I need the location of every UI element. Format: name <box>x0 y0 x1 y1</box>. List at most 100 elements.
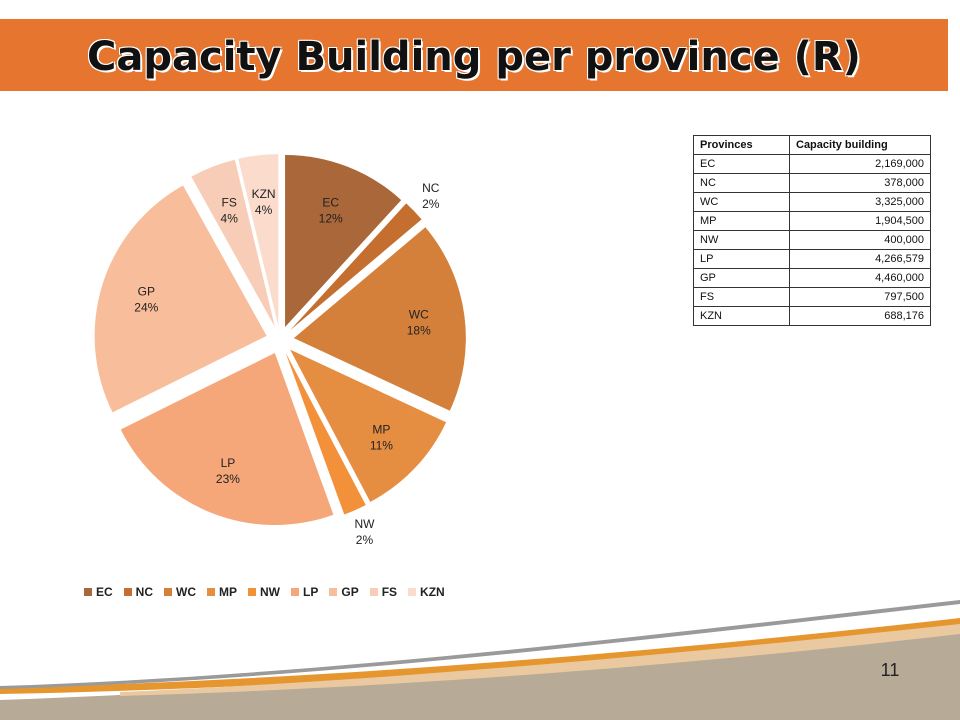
table-row: EC 2,169,000 <box>693 154 931 174</box>
table-row: MP 1,904,500 <box>693 211 931 231</box>
slice-label-mp: MP 11% <box>370 423 393 453</box>
slice-label-percent: 2% <box>422 197 440 211</box>
capacity-cell: 4,460,000 <box>789 268 931 288</box>
slice-label-percent: 2% <box>356 533 374 547</box>
legend-label: LP <box>303 585 319 599</box>
legend-item-mp: MP <box>207 585 237 599</box>
province-cell: KZN <box>693 306 790 326</box>
slice-label-category: NC <box>422 181 440 195</box>
legend-item-lp: LP <box>291 585 318 599</box>
capacity-table: Provinces Capacity building EC 2,169,000 N… <box>693 135 931 326</box>
slice-label-ec: EC 12% <box>319 196 343 226</box>
legend-item-nc: NC <box>123 585 154 599</box>
legend-label: NC <box>135 585 154 599</box>
swoosh-band-orange <box>0 618 960 694</box>
table-row: GP 4,460,000 <box>693 268 931 288</box>
province-cell: WC <box>693 192 790 212</box>
pie-slice-mp <box>290 349 447 502</box>
table-header-row: Provinces Capacity building <box>693 135 931 155</box>
pie-slice-kzn <box>238 154 279 327</box>
slice-label-nc: NC 2% <box>422 181 440 211</box>
province-cell: EC <box>693 154 790 174</box>
legend-swatch <box>291 588 300 596</box>
capacity-cell: 378,000 <box>789 173 931 193</box>
slice-label-category: WC <box>409 308 429 322</box>
chart-legend: EC NC WC MP NW LP GP FS KZN <box>84 584 456 600</box>
slice-label-category: GP <box>138 284 155 298</box>
slice-label-kzn: KZN 4% <box>252 187 276 217</box>
legend-label: FS <box>381 585 398 599</box>
pie-slice-fs <box>191 159 275 327</box>
slice-label-category: FS <box>222 196 237 210</box>
province-cell: MP <box>693 211 790 231</box>
capacity-cell: 4,266,579 <box>789 249 931 269</box>
slice-label-category: NW <box>354 517 375 531</box>
legend-swatch <box>207 588 216 596</box>
pie-slice-gp <box>94 185 267 413</box>
legend-swatch <box>84 588 92 596</box>
legend-label: KZN <box>420 585 445 599</box>
pie-labels: EC 12%NC 2%WC 18%MP 11%NW 2%LP 23%GP 24%FS 4%KZN… <box>134 181 439 547</box>
decorative-swoosh <box>0 600 960 720</box>
slice-label-percent: 24% <box>134 300 158 314</box>
province-cell: GP <box>693 268 790 288</box>
legend-swatch <box>248 588 257 596</box>
slice-label-fs: FS 4% <box>221 196 239 226</box>
legend-item-gp: GP <box>329 585 359 599</box>
slice-label-percent: 11% <box>370 439 393 453</box>
pie-slice-ec <box>285 154 402 327</box>
pie-slice-wc <box>293 227 466 411</box>
slice-label-category: MP <box>372 423 390 437</box>
legend-swatch <box>408 588 417 596</box>
capacity-cell: 3,325,000 <box>789 192 931 212</box>
pie-slice-nw <box>285 352 366 515</box>
legend-swatch <box>164 588 173 596</box>
province-cell: NC <box>693 173 790 193</box>
table-row: NW 400,000 <box>693 230 931 250</box>
page-number: 11 <box>880 660 900 680</box>
page-title: Capacity Building per province (R) <box>87 34 861 80</box>
province-cell: FS <box>693 287 790 307</box>
legend-swatch <box>123 588 132 596</box>
column-header-provinces: Provinces <box>693 135 790 155</box>
slice-label-percent: 12% <box>319 212 343 226</box>
table-row: KZN 688,176 <box>693 306 931 326</box>
swoosh-band-taupe <box>0 620 960 720</box>
table-row: NC 378,000 <box>693 173 931 193</box>
legend-item-wc: WC <box>164 585 196 599</box>
table-row: FS 797,500 <box>693 287 931 307</box>
legend-item-nw: NW <box>248 585 280 599</box>
pie-slice-lp <box>120 352 334 525</box>
title-bar: Capacity Building per province (R) <box>0 19 948 91</box>
swoosh-band-light <box>120 624 960 696</box>
column-header-capacity: Capacity building <box>789 135 931 155</box>
slice-label-category: EC <box>322 196 339 210</box>
table-row: LP 4,266,579 <box>693 249 931 269</box>
legend-swatch <box>329 588 338 596</box>
legend-label: GP <box>341 585 359 599</box>
legend-label: WC <box>176 585 197 599</box>
province-cell: NW <box>693 230 790 250</box>
capacity-cell: 688,176 <box>789 306 931 326</box>
capacity-cell: 2,169,000 <box>789 154 931 174</box>
province-cell: LP <box>693 249 790 269</box>
slice-label-category: KZN <box>252 187 276 201</box>
slice-label-category: LP <box>221 456 236 470</box>
slice-label-wc: WC 18% <box>407 308 431 338</box>
slice-label-gp: GP 24% <box>134 284 158 314</box>
slice-label-percent: 4% <box>255 203 273 217</box>
pie-slices <box>94 154 466 525</box>
capacity-cell: 400,000 <box>789 230 931 250</box>
legend-swatch <box>369 588 378 596</box>
capacity-cell: 797,500 <box>789 287 931 307</box>
legend-label: NW <box>260 585 281 599</box>
capacity-cell: 1,904,500 <box>789 211 931 231</box>
table-body: EC 2,169,000 NC 378,000 WC 3,325,000 MP 1,904,5… <box>693 154 931 326</box>
legend-item-fs: FS <box>369 585 398 599</box>
legend-label: EC <box>96 585 113 599</box>
legend-item-kzn: KZN <box>408 585 445 599</box>
slice-label-nw: NW 2% <box>354 517 375 547</box>
slice-label-percent: 4% <box>221 212 239 226</box>
legend-label: MP <box>219 585 238 599</box>
